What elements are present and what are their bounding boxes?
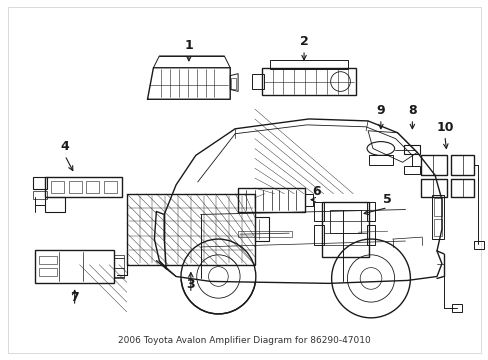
Text: 2006 Toyota Avalon Amplifier Diagram for 86290-47010: 2006 Toyota Avalon Amplifier Diagram for… — [118, 336, 370, 345]
Bar — [368, 156, 392, 165]
Bar — [104, 181, 117, 193]
Bar — [45, 197, 65, 212]
Bar — [420, 179, 446, 197]
Bar — [404, 166, 419, 174]
Bar — [321, 202, 368, 257]
Text: 4: 4 — [61, 140, 69, 153]
Bar — [450, 179, 473, 197]
Bar — [451, 304, 461, 312]
Bar — [431, 195, 443, 239]
Bar — [238, 231, 292, 237]
Bar — [366, 202, 374, 221]
Bar — [254, 217, 268, 241]
Bar — [238, 188, 305, 212]
Bar — [433, 198, 441, 216]
Bar — [313, 202, 323, 221]
Bar — [269, 60, 347, 69]
Bar — [33, 191, 47, 199]
Text: 2: 2 — [299, 35, 308, 48]
Text: 10: 10 — [435, 121, 453, 134]
Text: 7: 7 — [70, 291, 79, 304]
Bar — [39, 267, 57, 275]
Bar — [433, 219, 441, 236]
Bar — [450, 179, 462, 197]
Bar — [313, 225, 323, 245]
Bar — [86, 181, 99, 193]
Bar — [261, 68, 356, 95]
Bar — [366, 225, 374, 245]
Bar — [51, 181, 64, 193]
Bar — [450, 156, 473, 175]
Bar — [404, 145, 419, 154]
Bar — [126, 194, 254, 265]
Bar — [114, 255, 123, 278]
Text: 1: 1 — [184, 39, 193, 52]
Text: 9: 9 — [376, 104, 385, 117]
Text: 3: 3 — [186, 278, 195, 291]
Bar — [305, 194, 312, 206]
Bar — [473, 241, 483, 249]
Bar — [420, 156, 432, 175]
Bar — [420, 179, 432, 197]
Bar — [420, 156, 446, 175]
Text: 6: 6 — [312, 185, 321, 198]
Bar — [35, 250, 114, 283]
Bar — [329, 210, 361, 233]
Text: 8: 8 — [407, 104, 416, 117]
Bar — [450, 156, 462, 175]
Bar — [251, 74, 263, 89]
Bar — [33, 177, 47, 189]
Bar — [69, 181, 81, 193]
Text: 5: 5 — [383, 193, 391, 206]
Bar — [45, 177, 122, 197]
Bar — [39, 256, 57, 264]
Bar — [231, 78, 236, 89]
